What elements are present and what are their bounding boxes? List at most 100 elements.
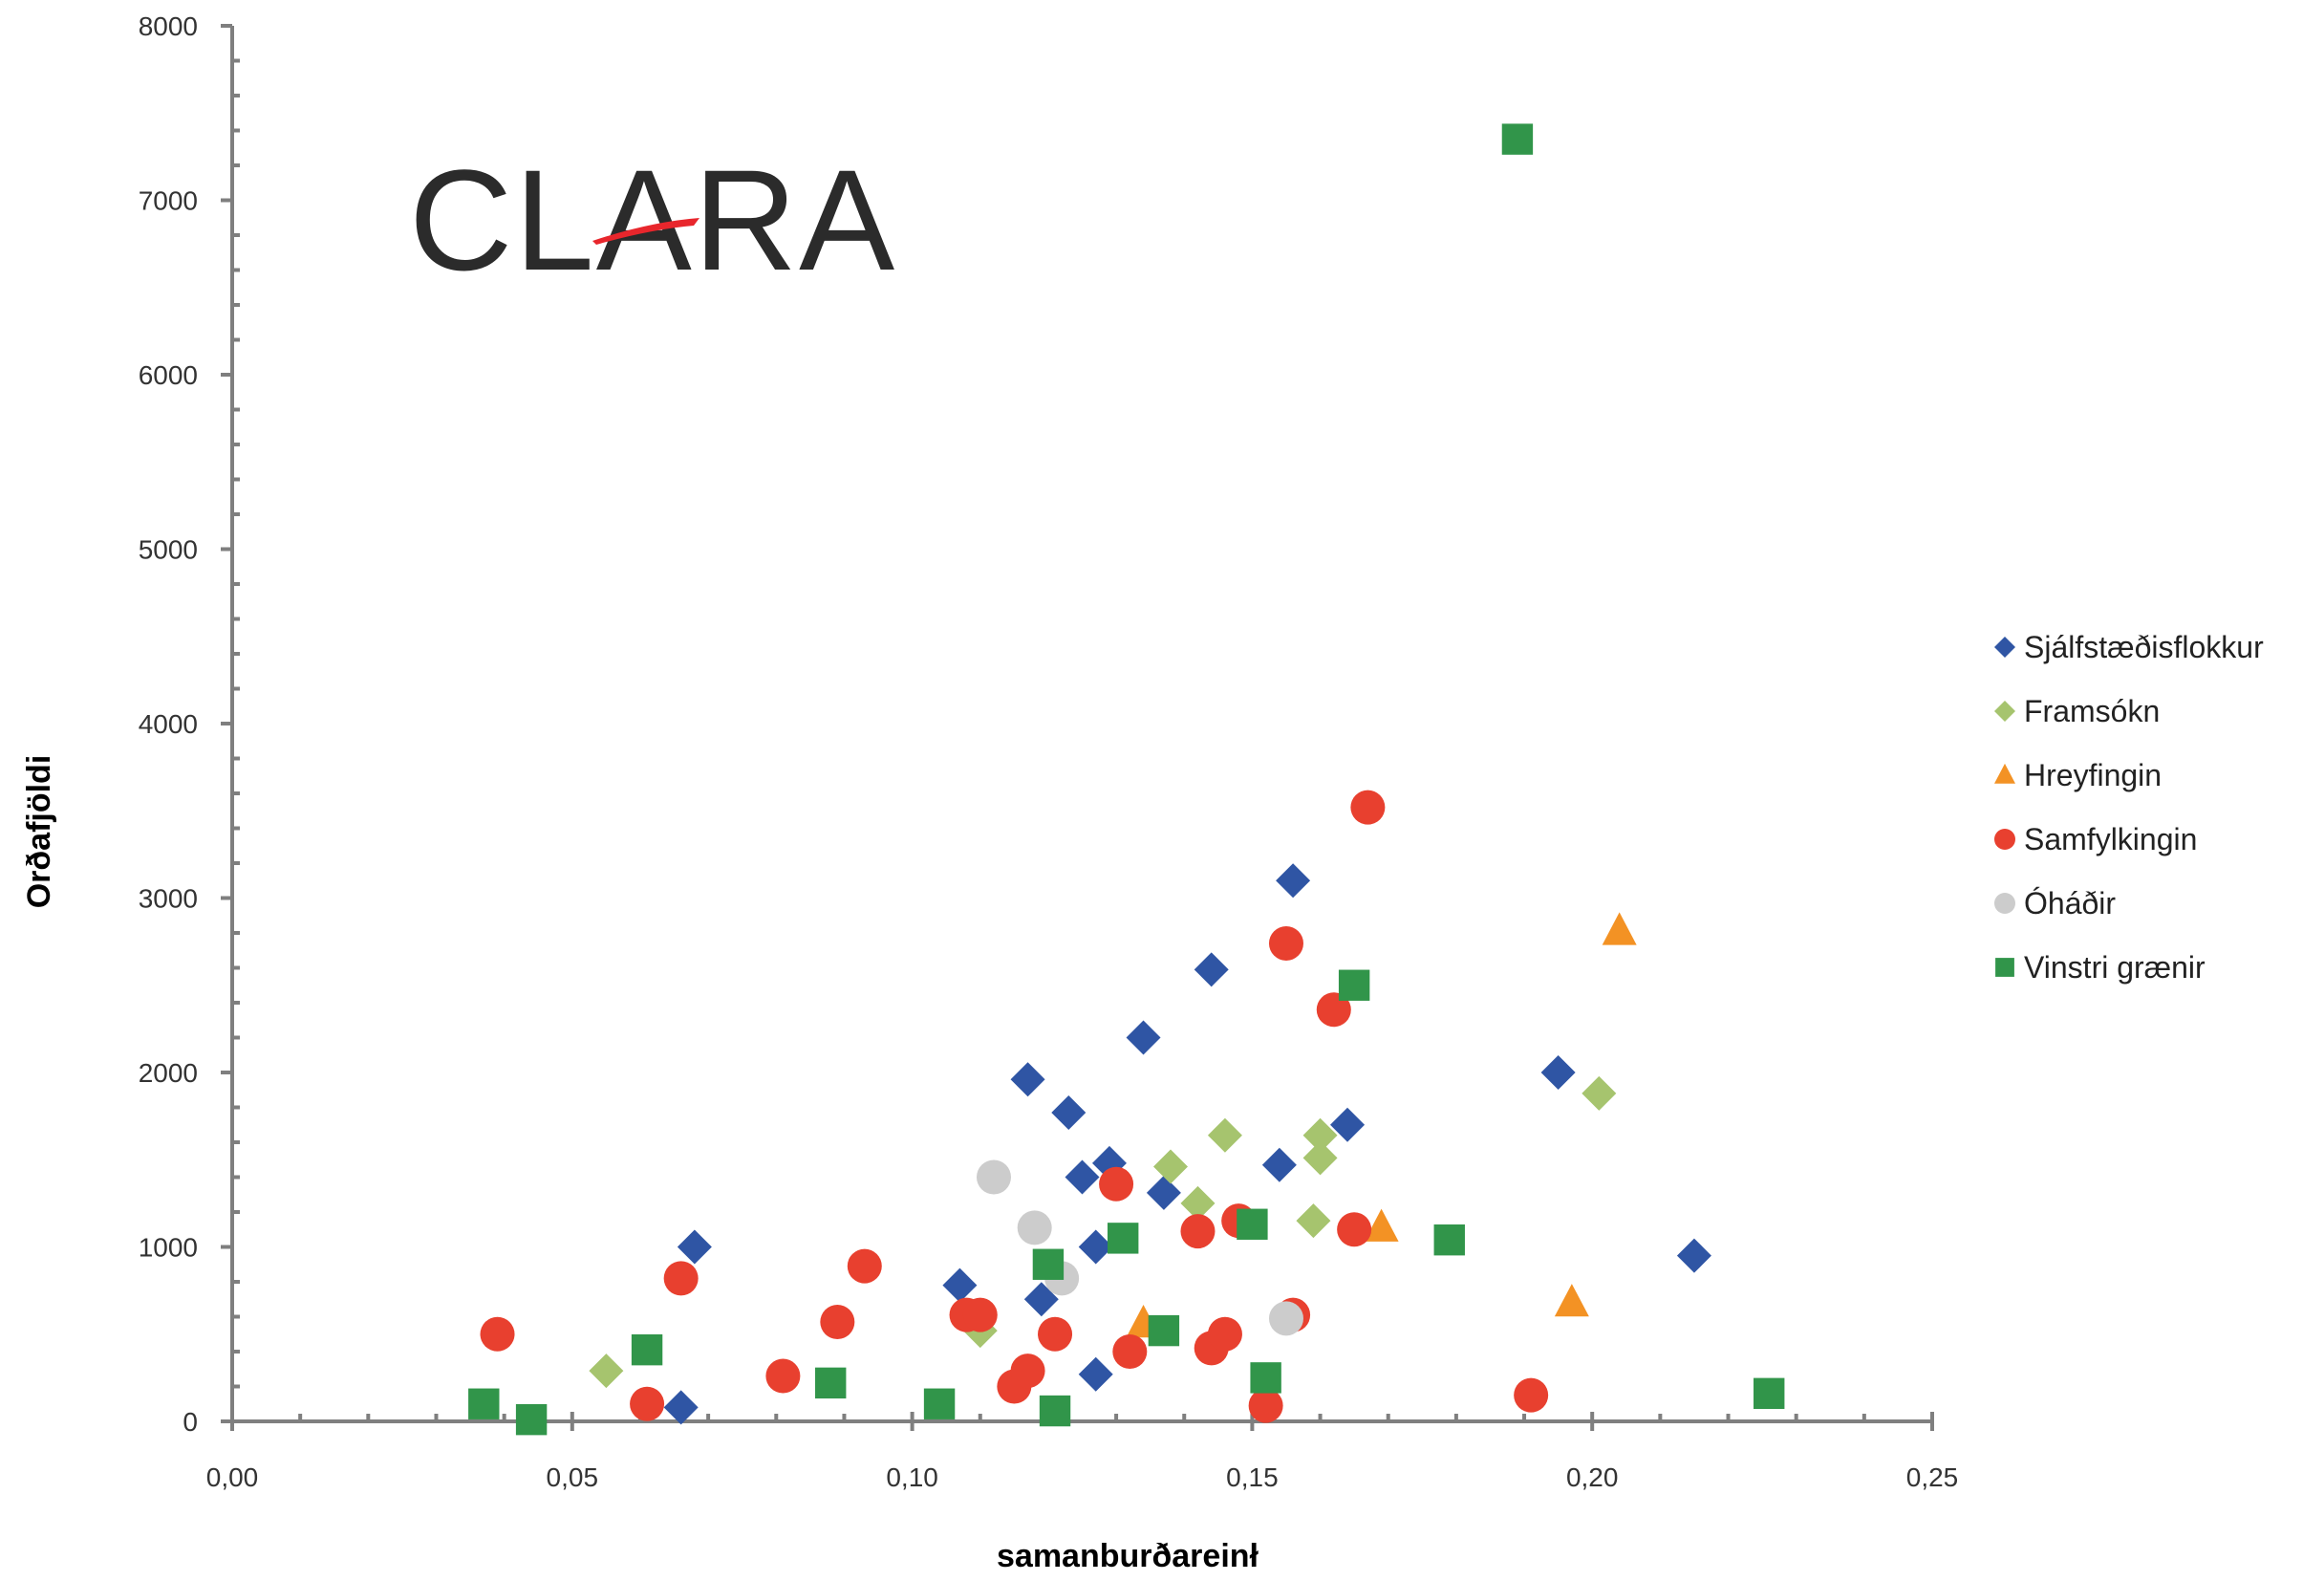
- data-point-sja-lfst-isflokkur: [677, 1229, 712, 1265]
- data-point-framso-kn: [1153, 1149, 1189, 1184]
- data-point-samfylkingin: [1010, 1354, 1045, 1389]
- y-tick-label: 8000: [139, 11, 198, 41]
- y-axis-label: Orðafjöldi: [21, 755, 57, 909]
- legend-marker: [1994, 893, 2015, 914]
- data-point-framso-kn: [1582, 1075, 1617, 1111]
- x-tick-label: 0,20: [1566, 1462, 1619, 1492]
- data-point-sja-lfst-isflokkur: [1540, 1055, 1576, 1090]
- data-point-sja-lfst-isflokkur: [1078, 1229, 1113, 1265]
- data-point-vinstri-gr-nir: [1754, 1377, 1785, 1409]
- data-point-sja-lfst-isflokkur: [1261, 1147, 1297, 1182]
- data-point-samfylkingin: [1038, 1316, 1073, 1352]
- data-point-samfylkingin: [1112, 1334, 1148, 1369]
- data-point-vinstri-gr-nir: [1032, 1248, 1065, 1280]
- data-point-framso-kn: [1302, 1140, 1338, 1176]
- data-point-vinstri-gr-nir: [468, 1388, 500, 1419]
- data-point-vinstri-gr-nir: [815, 1367, 847, 1399]
- legend-label: Óháðir: [2024, 886, 2116, 920]
- data-point-hreyfingin: [1364, 1208, 1399, 1242]
- data-point-vinstri-gr-nir: [1433, 1224, 1465, 1256]
- y-tick-label: 4000: [139, 709, 198, 739]
- data-point-vinstri-gr-nir: [515, 1403, 548, 1436]
- data-point-framso-kn: [1302, 1117, 1338, 1153]
- legend-label: Sjálfstæðisflokkur: [2024, 630, 2264, 664]
- y-tick-label: 6000: [139, 360, 198, 390]
- data-point-samfylkingin: [1316, 992, 1351, 1028]
- data-point-vinstri-gr-nir: [1039, 1395, 1071, 1427]
- x-tick-label: 0,00: [206, 1462, 259, 1492]
- data-point-samfylkingin: [663, 1261, 699, 1296]
- data-point-hreyfingin: [1602, 912, 1637, 945]
- data-point-sja-lfst-isflokkur: [1051, 1094, 1087, 1130]
- data-point-samfylkingin: [1337, 1212, 1372, 1247]
- data-point-sja-lfst-isflokkur: [1078, 1356, 1113, 1392]
- data-point-samfylkingin: [480, 1316, 515, 1352]
- data-point-vinstri-gr-nir: [923, 1388, 956, 1419]
- data-point-hreyfingin: [1554, 1284, 1589, 1317]
- data-point-o-ha-ir: [1268, 1301, 1303, 1336]
- y-ticks: 0 1000 2000 3000 4000 5000 6000 7000 8000: [139, 11, 240, 1437]
- legend-label: Framsókn: [2024, 694, 2160, 728]
- y-tick-label: 7000: [139, 186, 198, 216]
- data-point-sja-lfst-isflokkur: [1330, 1107, 1366, 1142]
- data-point-sja-lfst-isflokkur: [663, 1390, 699, 1425]
- data-points: [468, 123, 1785, 1436]
- data-point-samfylkingin: [1268, 925, 1303, 961]
- data-point-samfylkingin: [847, 1248, 882, 1284]
- data-point-sja-lfst-isflokkur: [1276, 863, 1311, 899]
- data-point-sja-lfst-isflokkur: [1126, 1020, 1161, 1055]
- data-point-framso-kn: [1180, 1185, 1216, 1221]
- data-point-vinstri-gr-nir: [1338, 969, 1370, 1001]
- data-point-o-ha-ir: [1017, 1210, 1052, 1245]
- x-tick-label: 0,15: [1226, 1462, 1279, 1492]
- data-point-samfylkingin: [1207, 1316, 1242, 1352]
- data-point-samfylkingin: [1099, 1166, 1134, 1202]
- logo-text: CLARA: [409, 140, 896, 300]
- legend-label: Hreyfingin: [2024, 758, 2162, 792]
- data-point-samfylkingin: [820, 1304, 855, 1339]
- legend-marker: [1995, 958, 2014, 977]
- data-point-framso-kn: [1207, 1117, 1242, 1153]
- data-point-samfylkingin: [1180, 1214, 1216, 1249]
- legend: Sjálfstæðisflokkur Framsókn Hreyfingin Samf…: [1994, 630, 2264, 985]
- data-point-vinstri-gr-nir: [631, 1333, 663, 1366]
- data-point-sja-lfst-isflokkur: [1010, 1062, 1045, 1097]
- data-point-framso-kn: [589, 1354, 624, 1389]
- data-point-samfylkingin: [1350, 790, 1386, 825]
- legend-label: Samfylkingin: [2024, 822, 2197, 856]
- data-point-sja-lfst-isflokkur: [1065, 1159, 1100, 1195]
- x-tick-label: 0,05: [547, 1462, 599, 1492]
- legend-marker: [1994, 701, 2015, 722]
- data-point-o-ha-ir: [976, 1159, 1011, 1195]
- x-axis-label: samanburðareinł: [997, 1538, 1259, 1574]
- clara-logo: CLARA: [409, 140, 896, 300]
- logo-swoosh-icon: [592, 218, 699, 245]
- y-tick-label: 0: [183, 1407, 198, 1437]
- data-point-sja-lfst-isflokkur: [942, 1267, 978, 1303]
- data-point-sja-lfst-isflokkur: [1676, 1238, 1711, 1273]
- x-ticks: 0,00 0,05 0,10 0,15 0,20 0,25: [206, 1412, 1959, 1492]
- data-point-samfylkingin: [765, 1358, 801, 1394]
- data-point-vinstri-gr-nir: [1107, 1223, 1139, 1254]
- legend-marker: [1994, 637, 2015, 658]
- y-tick-label: 2000: [139, 1058, 198, 1088]
- data-point-sja-lfst-isflokkur: [1146, 1175, 1181, 1210]
- y-tick-label: 3000: [139, 884, 198, 914]
- data-point-samfylkingin: [962, 1297, 998, 1332]
- y-tick-label: 5000: [139, 535, 198, 565]
- data-point-samfylkingin: [1514, 1377, 1549, 1413]
- x-tick-label: 0,10: [886, 1462, 938, 1492]
- data-point-framso-kn: [1296, 1203, 1331, 1239]
- y-tick-label: 1000: [139, 1233, 198, 1263]
- x-tick-label: 0,25: [1906, 1462, 1959, 1492]
- data-point-samfylkingin: [630, 1386, 665, 1421]
- data-point-samfylkingin: [1248, 1388, 1283, 1423]
- legend-label: Vinstri grænir: [2024, 950, 2206, 985]
- data-point-vinstri-gr-nir: [1148, 1314, 1180, 1347]
- legend-marker: [1994, 829, 2015, 850]
- data-point-vinstri-gr-nir: [1250, 1362, 1281, 1394]
- legend-marker: [1994, 763, 2015, 784]
